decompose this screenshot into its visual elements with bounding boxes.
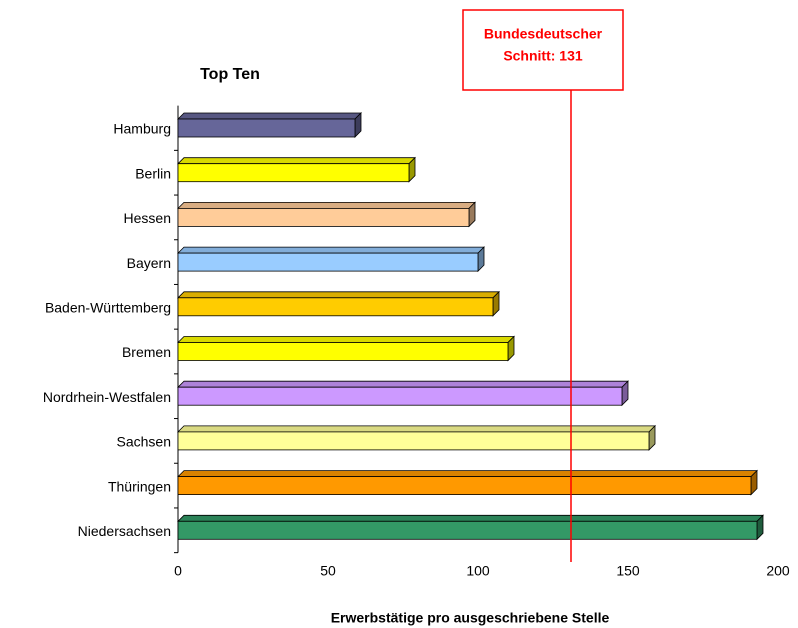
y-tick-label: Bremen xyxy=(122,344,171,360)
y-tick-label: Hessen xyxy=(124,210,171,226)
reference-box xyxy=(462,9,624,91)
chart-title: Top Ten xyxy=(200,66,260,83)
bar-top xyxy=(177,157,416,165)
x-axis-label: Erwerbstätige pro ausgeschriebene Stelle xyxy=(331,610,610,626)
x-tick-label: 50 xyxy=(320,563,336,579)
bar xyxy=(177,290,500,317)
bar-top xyxy=(177,514,764,522)
bar-front xyxy=(177,386,623,406)
y-tick-label: Thüringen xyxy=(108,478,171,494)
y-tick-label: Bayern xyxy=(127,255,171,271)
bar-top xyxy=(177,470,758,478)
bar xyxy=(177,112,362,138)
bar-front xyxy=(177,342,509,361)
bar-front xyxy=(177,520,758,540)
y-tick-label: Sachsen xyxy=(117,434,171,450)
bar-front xyxy=(177,252,479,272)
y-tick-label: Berlin xyxy=(135,165,171,181)
x-tick-label: 0 xyxy=(174,563,182,579)
bar-top xyxy=(177,336,515,343)
bar-front xyxy=(177,431,650,451)
bar xyxy=(177,156,416,183)
y-tick-label: Hamburg xyxy=(113,121,171,137)
bar-top xyxy=(177,112,362,120)
bar-front xyxy=(177,163,410,183)
bar-front xyxy=(177,118,356,138)
bar xyxy=(177,424,656,451)
reference-label: Bundesdeutscher xyxy=(484,26,603,42)
bar xyxy=(177,201,476,228)
bar-front xyxy=(177,297,494,317)
bar xyxy=(177,514,764,541)
bar-front xyxy=(177,476,752,496)
reference-label: Schnitt: 131 xyxy=(503,48,583,64)
bar xyxy=(177,246,485,273)
bar-front xyxy=(177,207,470,227)
bar-top xyxy=(177,425,656,433)
bar-top xyxy=(177,291,500,299)
y-tick-label: Niedersachsen xyxy=(78,523,171,539)
bar xyxy=(177,380,629,407)
bar-top xyxy=(177,246,485,254)
x-tick-label: 100 xyxy=(466,563,490,579)
bar-top xyxy=(177,380,629,388)
bar xyxy=(177,469,758,496)
y-tick-label: Nordrhein-Westfalen xyxy=(43,389,171,405)
x-tick-label: 150 xyxy=(616,563,640,579)
y-tick-label: Baden-Württemberg xyxy=(45,300,171,316)
bar xyxy=(177,335,515,362)
x-tick-label: 200 xyxy=(766,563,790,579)
bar-top xyxy=(177,201,476,209)
